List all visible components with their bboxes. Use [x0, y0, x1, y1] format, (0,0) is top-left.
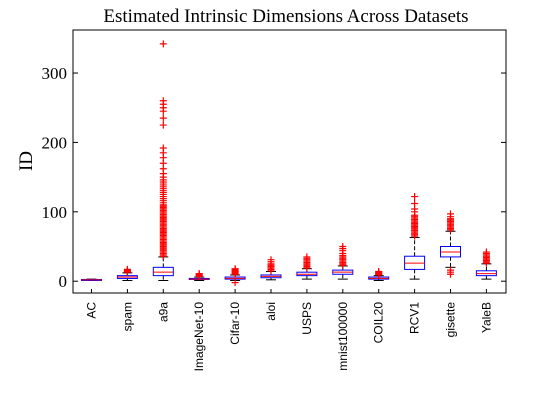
box-gisette — [440, 210, 461, 278]
y-tick-label: 200 — [42, 133, 68, 152]
box-yaleb — [475, 248, 497, 280]
y-tick-label: 300 — [42, 64, 68, 83]
outlier-marker — [123, 265, 131, 273]
outlier-marker — [447, 210, 454, 218]
y-axis-label: ID — [16, 151, 37, 171]
x-tick-label-mnist100000: mnist100000 — [336, 302, 350, 371]
outlier-marker — [375, 267, 383, 275]
outlier-marker — [159, 40, 167, 48]
x-tick-label-spam: spam — [120, 302, 134, 331]
y-axis-ticks: 0 100 200 300 — [42, 64, 506, 291]
outlier-marker — [339, 243, 347, 251]
box-cifar-10 — [224, 265, 246, 287]
x-tick-label-imagenet-10: ImageNet-10 — [192, 302, 206, 372]
outlier-marker — [159, 114, 167, 122]
outlier-marker — [231, 279, 239, 287]
box-aloi — [260, 256, 282, 281]
outlier-marker — [159, 121, 167, 129]
x-tick-label-aloi: aloi — [264, 302, 278, 321]
x-axis-ticks: AC spam a9a ImageNet-10 Cifar-10 aloi USPS mnis… — [85, 289, 493, 372]
outlier-marker — [482, 248, 490, 256]
chart-title: Estimated Intrinsic Dimensions Across Da… — [103, 6, 468, 27]
outlier-marker — [411, 193, 419, 201]
box-coil20 — [368, 267, 390, 282]
outlier-marker — [447, 266, 454, 274]
box-usps — [296, 253, 318, 280]
y-tick-label: 100 — [42, 203, 68, 222]
outlier-marker — [267, 256, 275, 264]
x-tick-label-gisette: gisette — [444, 302, 458, 338]
outlier-marker — [159, 97, 167, 105]
x-tick-label-coil20: COIL20 — [372, 302, 386, 344]
box-rcv1 — [404, 193, 426, 280]
x-tick-label-cifar-10: Cifar-10 — [228, 302, 242, 345]
outlier-marker — [231, 265, 239, 273]
x-tick-label-ac: AC — [85, 302, 99, 319]
x-tick-label-yaleb: YaleB — [479, 302, 493, 333]
box-ac — [81, 278, 102, 282]
outlier-marker — [195, 270, 203, 278]
x-tick-label-a9a: a9a — [156, 302, 170, 322]
plot-area-frame — [72, 29, 507, 294]
box-series — [81, 40, 497, 287]
y-tick-label: 0 — [59, 272, 68, 291]
x-tick-label-rcv1: RCV1 — [408, 302, 422, 334]
outlier-marker — [159, 144, 167, 152]
x-tick-label-usps: USPS — [300, 302, 314, 335]
box-mnist100000 — [332, 243, 354, 280]
box-imagenet-10 — [188, 270, 210, 282]
outlier-marker — [411, 199, 419, 207]
box-iqr — [152, 266, 174, 277]
box-spam — [116, 265, 138, 282]
outlier-marker — [303, 253, 311, 261]
box-a9a — [152, 40, 174, 282]
